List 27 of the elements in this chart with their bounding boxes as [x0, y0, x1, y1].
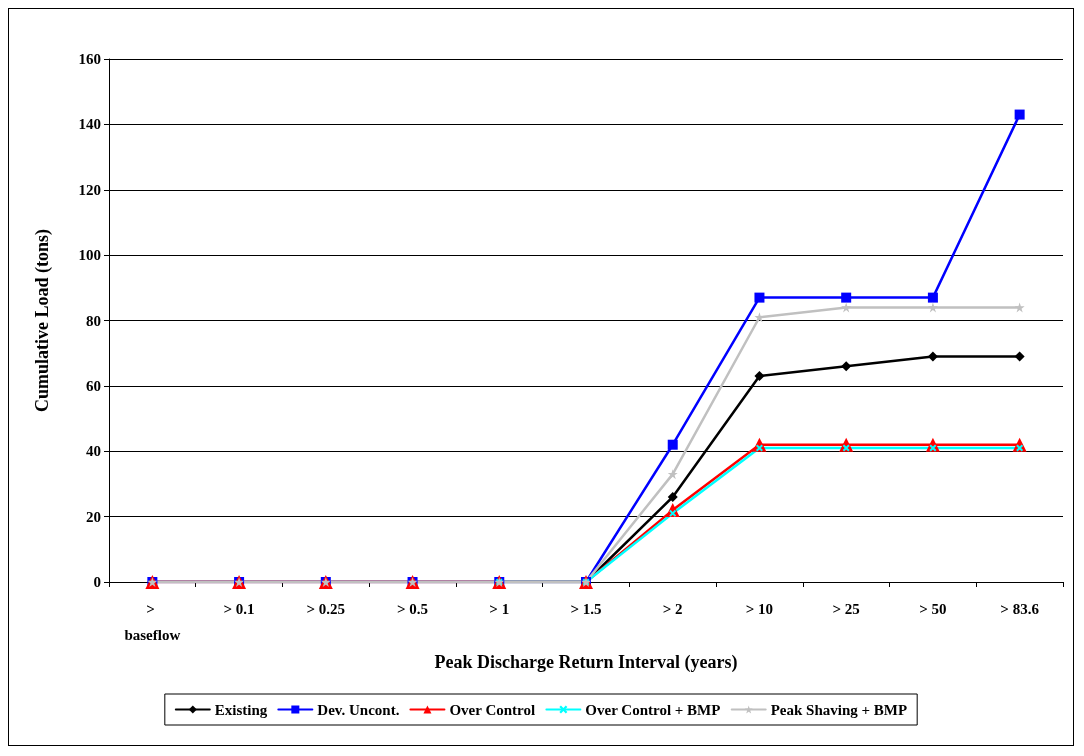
y-tick-label: 120 — [78, 181, 101, 198]
legend-label: Dev. Uncont. — [317, 701, 400, 718]
legend-label: Peak Shaving + BMP — [770, 701, 908, 718]
legend-label: Existing — [214, 701, 268, 718]
y-tick-label: 60 — [86, 377, 101, 394]
y-tick-label: 140 — [78, 116, 101, 133]
legend-label: Over Control + BMP — [585, 701, 721, 718]
y-tick-label: 40 — [86, 443, 101, 460]
x-tick-label: > 1 — [489, 601, 510, 617]
y-tick-label: 100 — [78, 247, 101, 264]
x-tick-label: > 83.6 — [1000, 601, 1040, 617]
x-tick-label: > 10 — [745, 601, 774, 617]
y-tick-label: 80 — [86, 312, 101, 329]
x-tick-label: > 0.25 — [306, 601, 346, 617]
x-tick-label: > 0.1 — [223, 601, 255, 617]
y-tick-label: 0 — [93, 574, 101, 590]
x-axis-title: Peak Discharge Return Interval (years) — [434, 651, 738, 673]
legend-label: Over Control — [449, 701, 536, 718]
x-tick-label: > 2 — [662, 601, 683, 617]
x-tick-label: > baseflow — [124, 601, 181, 643]
y-tick-label: 20 — [86, 508, 101, 525]
y-tick-label: 160 — [78, 51, 101, 67]
x-tick-label: > 0.5 — [397, 601, 429, 617]
x-tick-label: > 1.5 — [570, 601, 602, 617]
y-axis-title: Cumulative Load (tons) — [32, 228, 53, 413]
x-tick-label: > 50 — [919, 601, 947, 617]
x-tick-label: > 25 — [832, 601, 860, 617]
